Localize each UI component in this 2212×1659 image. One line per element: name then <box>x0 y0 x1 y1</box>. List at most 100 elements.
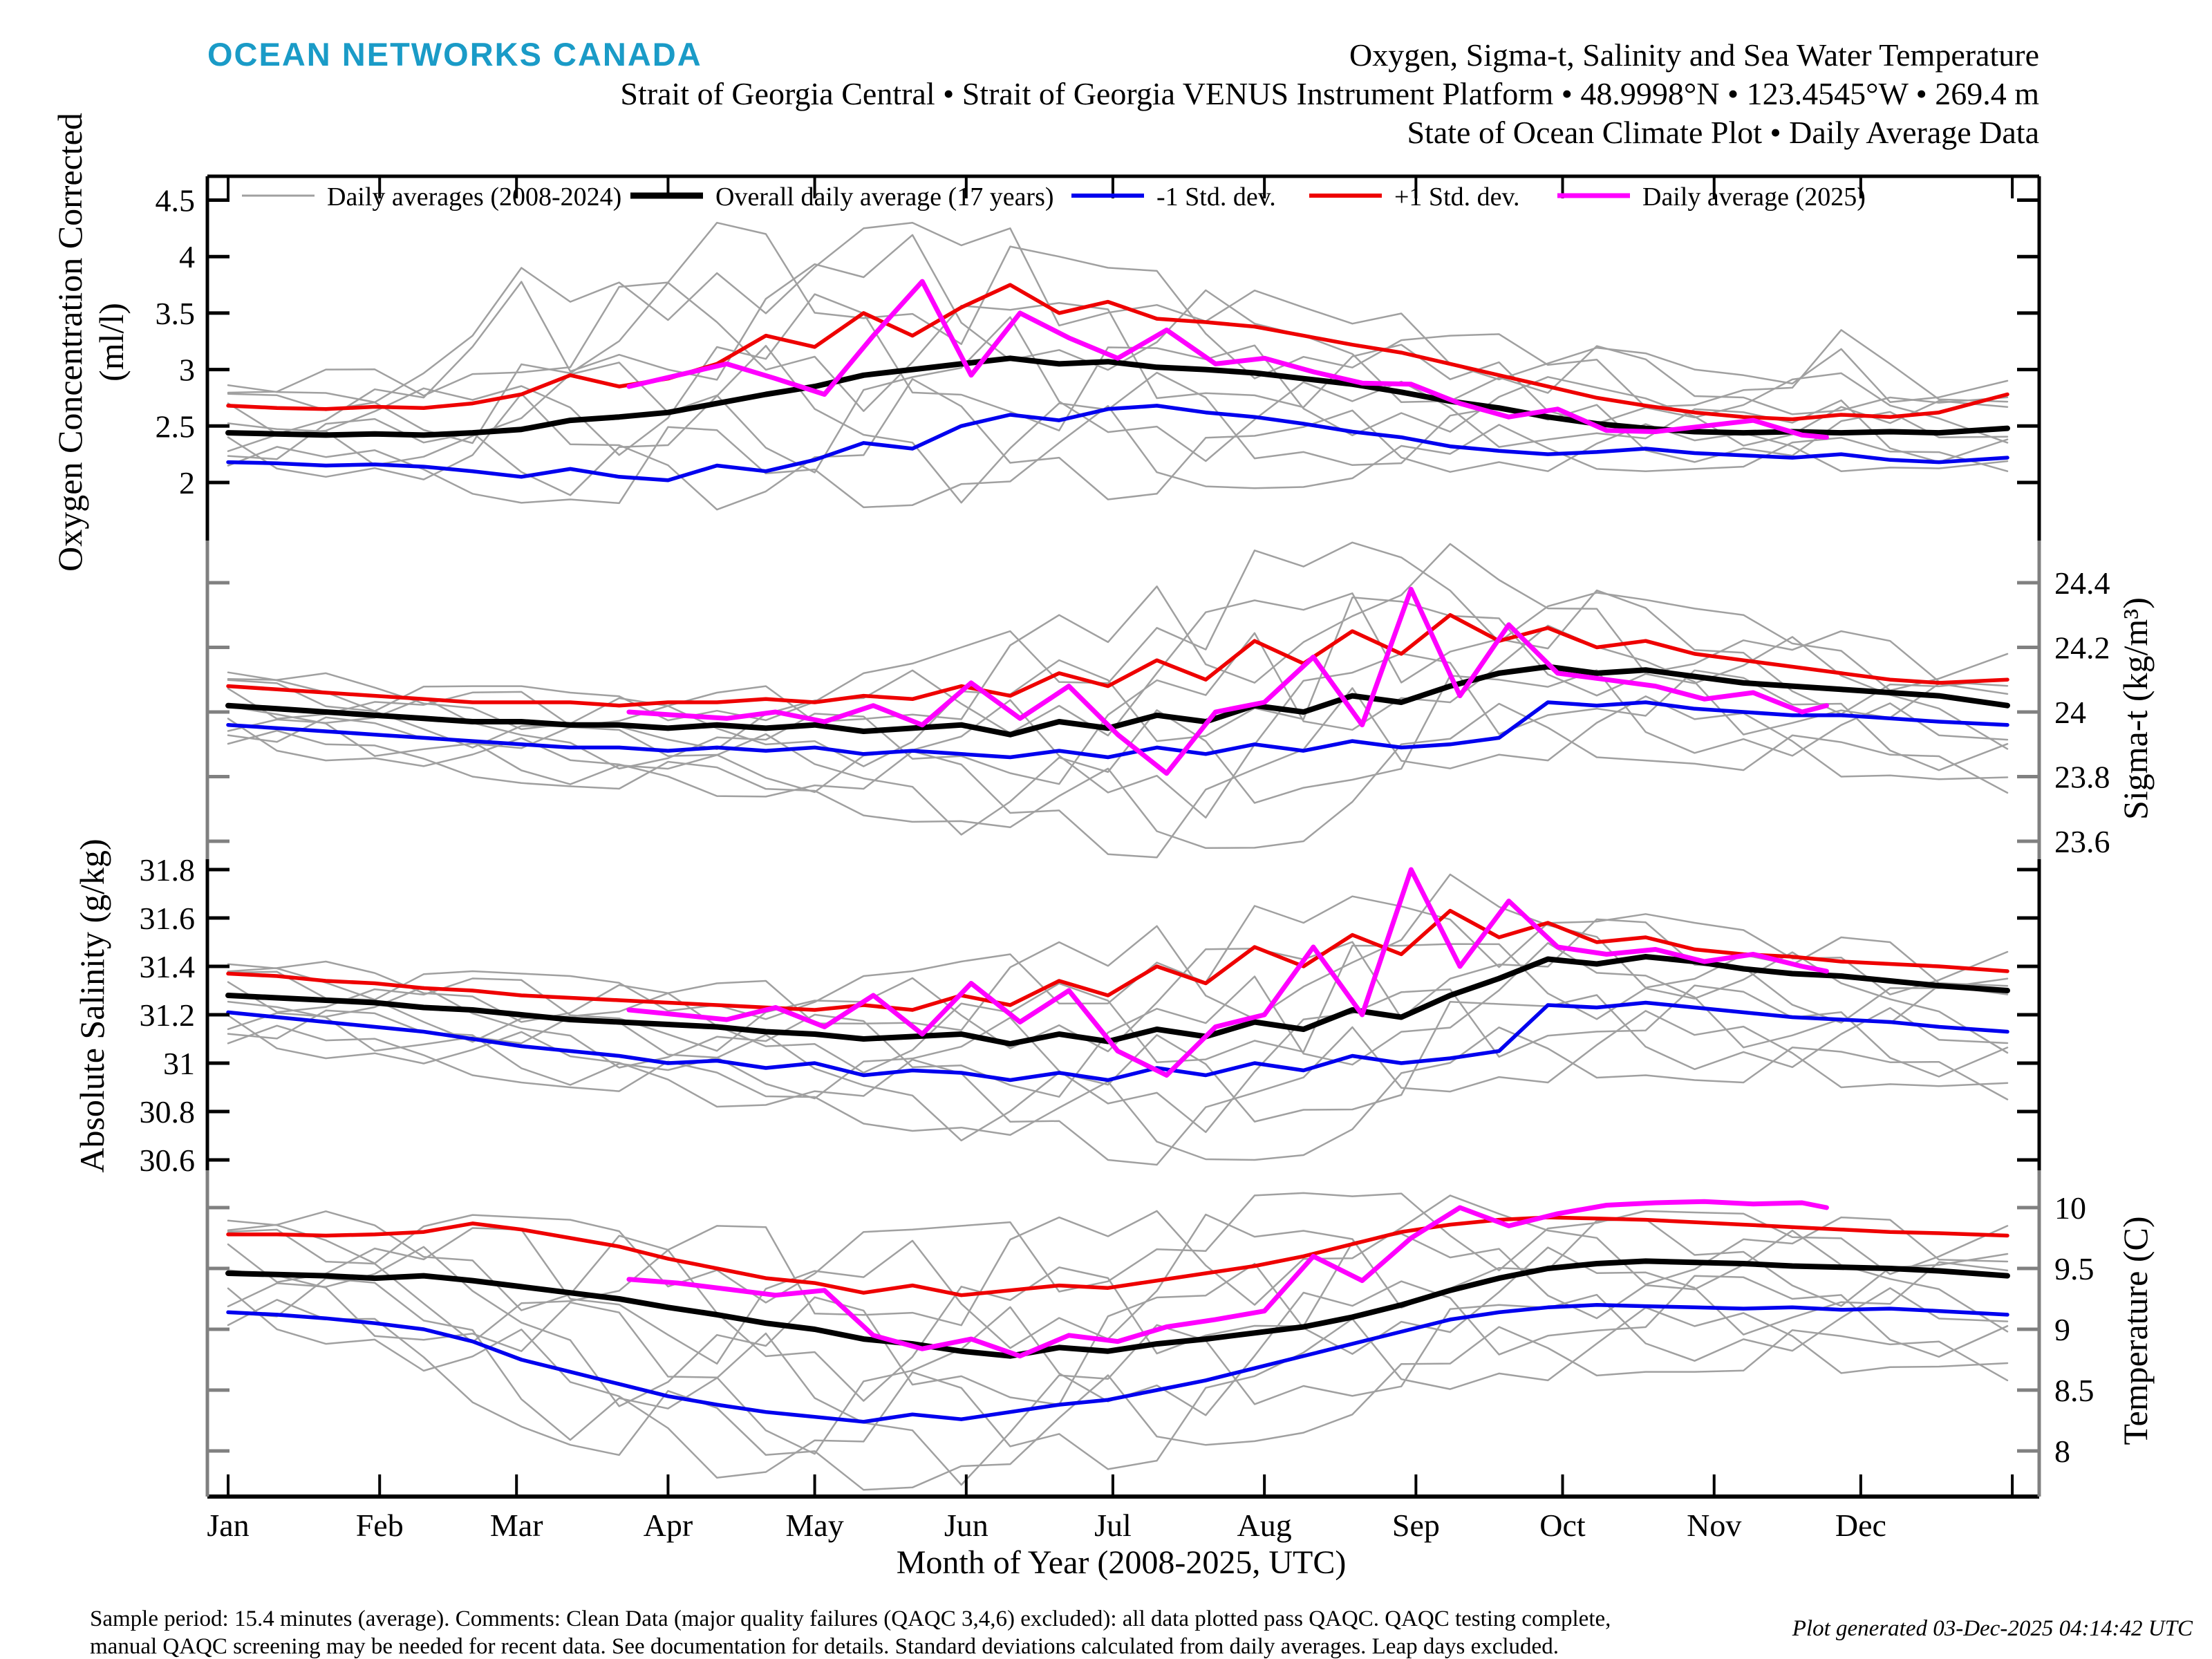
salinity-gray-ensemble-line <box>227 941 2009 1098</box>
salinity-axis-title: Absolute Salinity (g/kg) <box>73 838 111 1172</box>
salinity-gray-ensemble-line <box>227 1010 2009 1166</box>
temperature-daily-2025-line <box>626 1199 1829 1359</box>
footer-line2: manual QAQC screening may be needed for … <box>90 1634 1559 1659</box>
oxygen-gray-ensemble-line <box>227 316 2009 474</box>
salinity-tick-label: 31.2 <box>140 997 196 1033</box>
month-label: Dec <box>1835 1508 1886 1543</box>
sigma_t-tick-label: 23.6 <box>2054 824 2110 859</box>
month-label: Feb <box>356 1508 404 1543</box>
footer-line1: Sample period: 15.4 minutes (average). C… <box>90 1606 1611 1631</box>
sigma_t-tick-label: 24.2 <box>2054 630 2110 666</box>
month-label: Sep <box>1392 1508 1440 1543</box>
sigma_t-gray-ensemble-line <box>227 702 2009 850</box>
oxygen-minus1-std-line <box>226 404 2009 482</box>
salinity-gray-ensemble-line <box>227 918 2009 1053</box>
salinity-gray-ensemble-line <box>227 994 2009 1142</box>
temperature-plus1-std-line <box>226 1215 2009 1297</box>
oxygen-gray-ensemble-line <box>227 221 2009 404</box>
sigma_t-gray-ensemble-line <box>227 624 2009 785</box>
salinity-gray-ensemble-line <box>227 984 2009 1134</box>
temperature-tick-label: 9 <box>2054 1312 2070 1347</box>
oxygen-tick-label: 4.5 <box>156 183 196 218</box>
salinity-plus1-std-line <box>226 908 2009 1012</box>
salinity-gray-ensemble-line <box>227 1024 2009 1161</box>
month-label: Mar <box>490 1508 543 1543</box>
oxygen-daily-2025-line <box>626 279 1829 440</box>
salinity-minus1-std-line <box>226 1000 2009 1082</box>
x-axis-title: Month of Year (2008-2025, UTC) <box>897 1544 1347 1581</box>
oxygen-gray-ensemble-line <box>227 221 2009 409</box>
sigma_t-tick-label: 23.8 <box>2054 760 2110 795</box>
oxygen-gray-ensemble-line <box>227 293 2009 456</box>
sigma_t-gray-ensemble-line <box>227 669 2009 836</box>
oxygen-gray-ensemble-line <box>227 405 2009 509</box>
oxygen-tick-label: 2 <box>179 465 195 500</box>
oxygen-overall-mean-line <box>225 355 2010 438</box>
salinity-gray-ensemble-line <box>227 895 2009 1020</box>
sigma_t-gray-ensemble-line <box>227 597 2009 767</box>
month-label: Aug <box>1237 1508 1292 1543</box>
sigma-t-axis-title: Sigma-t (kg/m³) <box>2116 597 2155 820</box>
temperature-gray-ensemble-line <box>227 1246 2009 1407</box>
oxygen-gray-ensemble-line <box>227 281 2009 444</box>
sigma_t-gray-ensemble-line <box>227 589 2009 751</box>
oxygen-tick-label: 3 <box>179 353 195 388</box>
temperature-minus1-std-line <box>226 1303 2009 1424</box>
axes-frame: Jan Feb Mar Apr May Jun Jul Aug Sep Oct Nov Dec 2 2.5… <box>50 113 2155 1543</box>
month-label: Apr <box>644 1508 693 1543</box>
chart-subtitle-type: State of Ocean Climate Plot • Daily Aver… <box>1407 115 2039 150</box>
sigma_t-gray-ensemble-line <box>227 543 2009 731</box>
legend-label-5: Daily average (2025) <box>1642 182 1866 212</box>
onc-logo: OCEAN NETWORKS CANADA <box>207 36 702 73</box>
sigma_t-gray-ensemble-line <box>227 687 2009 859</box>
temperature-tick-label: 8.5 <box>2054 1373 2094 1408</box>
series-layer <box>225 221 2010 1491</box>
salinity-tick-label: 31 <box>163 1046 195 1081</box>
legend-label-3: -1 Std. dev. <box>1156 182 1276 212</box>
oxygen-gray-ensemble-line <box>227 234 2009 435</box>
month-label: Jan <box>207 1508 249 1543</box>
oxygen-plus1-std-line <box>226 283 2009 422</box>
oxygen-tick-label: 4 <box>179 239 195 274</box>
salinity-tick-label: 30.6 <box>140 1143 196 1178</box>
oxygen-axis-title: Oxygen Concentration Corrected <box>50 113 89 572</box>
legend-label-1: Daily averages (2008-2024) <box>327 182 621 212</box>
sigma_t-daily-2025-line <box>626 586 1829 776</box>
temperature-gray-ensemble-line <box>227 1299 2009 1491</box>
temperature-tick-label: 10 <box>2054 1190 2086 1226</box>
temperature-overall-mean-line <box>225 1258 2010 1359</box>
oxygen-tick-label: 2.5 <box>156 409 196 444</box>
oxygen-axis-units: (ml/l) <box>92 303 131 382</box>
salinity-tick-label: 31.6 <box>140 901 196 936</box>
salinity-tick-label: 31.4 <box>140 949 196 984</box>
month-label: Jun <box>944 1508 988 1543</box>
chart-title: Oxygen, Sigma-t, Salinity and Sea Water … <box>1349 37 2039 73</box>
temperature-gray-ensemble-line <box>227 1277 2009 1486</box>
generated-timestamp: Plot generated 03-Dec-2025 04:14:42 UTC <box>1792 1616 2193 1641</box>
chart-legend: Daily averages (2008-2024) Overall daily … <box>242 182 1866 212</box>
chart-subtitle-location: Strait of Georgia Central • Strait of Ge… <box>620 76 2039 111</box>
temperature-tick-label: 9.5 <box>2054 1251 2094 1286</box>
oxygen-tick-label: 3.5 <box>156 296 196 331</box>
month-label: Oct <box>1539 1508 1586 1543</box>
salinity-gray-ensemble-line <box>227 943 2009 1074</box>
temperature-gray-ensemble-line <box>227 1287 2009 1479</box>
sigma_t-tick-label: 24 <box>2054 695 2086 730</box>
sigma_t-gray-ensemble-line <box>227 653 2009 819</box>
temperature-axis-title: Temperature (C) <box>2116 1216 2155 1445</box>
salinity-daily-2025-line <box>626 867 1829 1078</box>
temperature-gray-ensemble-line <box>227 1228 2009 1402</box>
salinity-tick-label: 30.8 <box>140 1094 196 1130</box>
month-label: May <box>785 1508 843 1543</box>
salinity-tick-label: 31.8 <box>140 852 196 888</box>
temperature-gray-ensemble-line <box>227 1194 2009 1327</box>
sigma_t-gray-ensemble-line <box>227 541 2009 722</box>
temperature-gray-ensemble-line <box>227 1192 2009 1304</box>
temperature-tick-label: 8 <box>2054 1434 2070 1469</box>
legend-label-4: +1 Std. dev. <box>1394 182 1520 212</box>
month-label: Jul <box>1094 1508 1132 1543</box>
sigma_t-minus1-std-line <box>226 700 2009 760</box>
legend-label-2: Overall daily average (17 years) <box>715 182 1054 212</box>
sigma_t-tick-label: 24.4 <box>2054 565 2110 601</box>
